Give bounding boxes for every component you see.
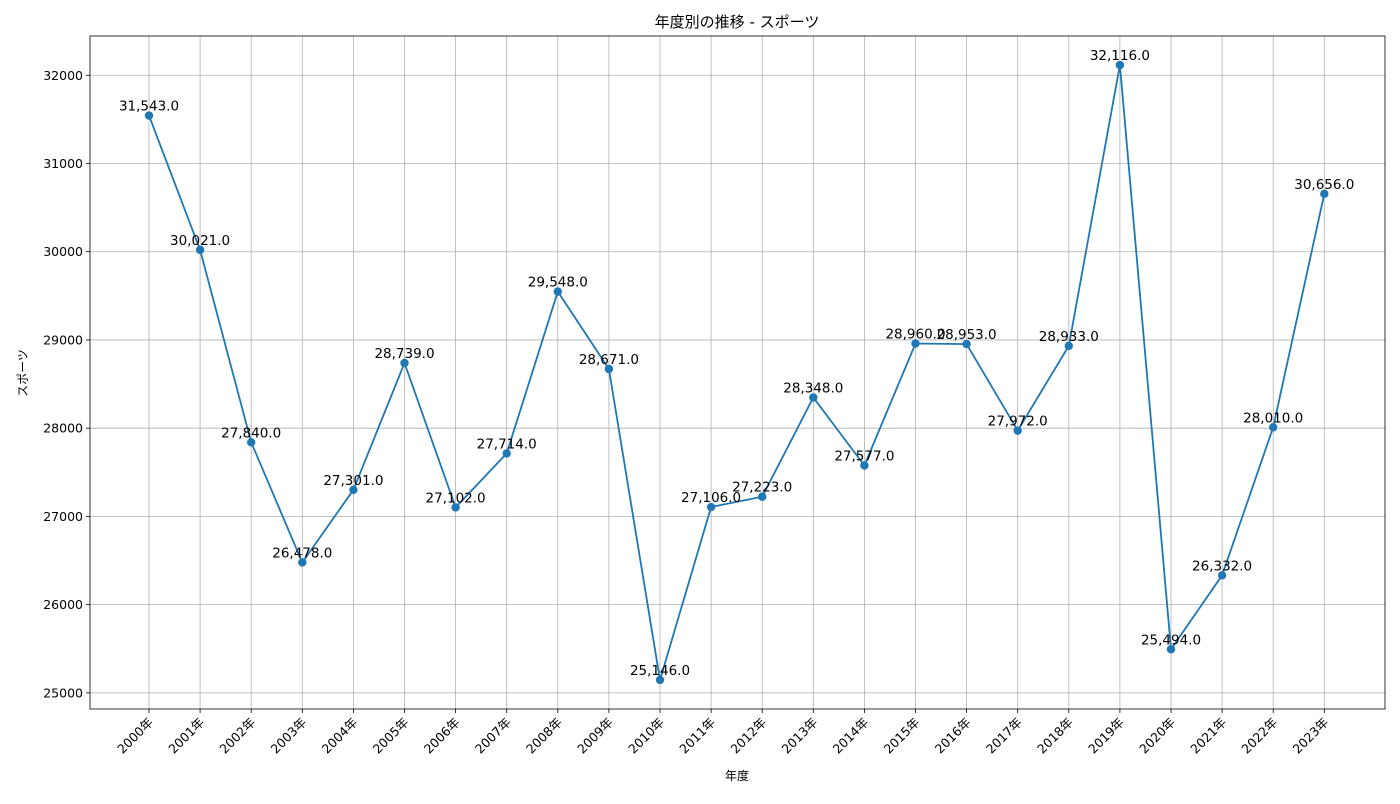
y-tick-label: 28000 [43,421,83,436]
x-tick-label: 2007年 [472,715,514,757]
y-tick-label: 29000 [43,332,83,347]
data-point [502,449,511,458]
data-point [1320,189,1329,199]
y-tick-label: 25000 [43,685,83,700]
data-label: 27,840.0 [221,425,281,441]
data-point [1217,571,1227,580]
data-point [1269,423,1278,432]
data-label: 30,656.0 [1294,177,1354,193]
x-tick-label: 2019年 [1085,715,1127,757]
x-tick-label: 2013年 [778,715,820,757]
data-label: 28,953.0 [937,327,997,343]
data-point [809,393,818,402]
data-point [553,287,562,296]
data-label: 27,106.0 [681,490,741,506]
data-label: 27,223.0 [732,480,792,496]
data-point [400,358,409,368]
x-tick-label: 2012年 [727,715,769,757]
x-tick-label: 2010年 [625,715,667,757]
x-tick-label: 2023年 [1289,715,1331,757]
x-tick-label: 2001年 [165,715,207,757]
data-label: 25,146.0 [630,663,690,679]
data-label: 28,960.0 [885,326,945,342]
x-tick-label: 2006年 [421,715,463,757]
data-point [655,675,665,685]
data-label: 32,116.0 [1090,48,1150,64]
data-point [298,558,307,567]
data-label: 27,102.0 [426,490,486,506]
data-label-layer: 31,543.0 30,021.0 27,840.0 26,478.0 27,301.0… [119,48,1354,679]
data-point [247,438,256,447]
data-label: 26,478.0 [272,545,332,561]
x-tick-label: 2022年 [1238,715,1280,757]
data-point [758,492,767,501]
data-label: 28,739.0 [374,346,434,362]
data-point [911,339,920,348]
series-line [148,64,1326,681]
data-label: 27,301.0 [323,473,383,489]
data-point [451,503,460,512]
data-point [144,111,154,120]
x-tick-label: 2004年 [319,715,361,757]
x-tick-label: 2014年 [830,715,872,757]
data-point [604,364,614,374]
data-label: 28,933.0 [1039,329,1099,345]
series-layer [144,60,1329,685]
data-point [1064,341,1074,351]
data-label: 26,332.0 [1192,558,1252,574]
data-label: 27,714.0 [477,436,537,452]
y-tick-label: 26000 [43,597,83,612]
x-tick-label: 2017年 [983,715,1025,757]
x-tick-label: 2009年 [574,715,616,757]
data-point [706,502,716,512]
data-point [1115,60,1125,70]
x-tick-label: 2008年 [523,715,565,757]
x-axis-label: 年度 [725,768,749,783]
x-tick-label: 2020年 [1136,715,1178,757]
data-point [349,485,358,495]
x-tick-label: 2021年 [1187,715,1229,757]
x-tick-label: 2018年 [1034,715,1076,757]
data-label: 25,494.0 [1141,632,1201,648]
y-tick-label: 32000 [43,68,83,83]
data-label: 28,671.0 [579,352,639,368]
data-point [1013,426,1022,435]
x-tick-label: 2000年 [114,715,156,757]
grid-layer [90,36,1385,709]
y-tick-label: 31000 [43,156,83,171]
y-tick-label: 30000 [43,244,83,259]
data-label: 31,543.0 [119,99,179,115]
x-tick-label: 2015年 [881,715,923,757]
data-label: 27,972.0 [988,414,1048,430]
x-tick-label: 2002年 [216,715,258,757]
data-label: 27,577.0 [834,448,894,464]
data-label: 29,548.0 [528,275,588,291]
x-tick-label: 2003年 [267,715,309,757]
data-point [962,339,971,349]
x-tick-label: 2016年 [932,715,974,757]
data-label: 30,021.0 [170,233,230,249]
tick-layer: 25000 26000 27000 28000 29000 30000 31000 32000… [43,68,1331,757]
data-point [195,245,205,255]
x-tick-label: 2011年 [676,715,718,757]
y-tick-label: 27000 [43,509,83,524]
data-point [1166,645,1176,654]
data-label: 28,348.0 [783,380,843,396]
plot-frame [89,35,1386,710]
x-tick-label: 2005年 [370,715,412,757]
data-label: 28,010.0 [1243,410,1303,426]
chart-title: 年度別の推移 - スポーツ [655,13,820,31]
y-axis-label: スポーツ [16,349,30,397]
data-point [860,461,869,470]
